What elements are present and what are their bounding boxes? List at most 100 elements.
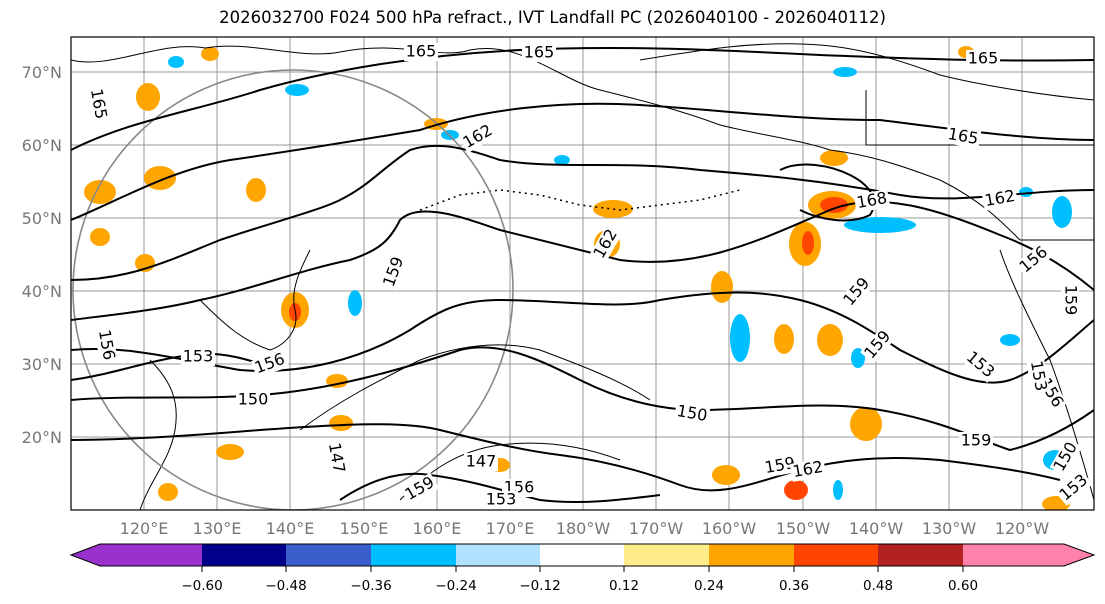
shade-patch [144, 166, 176, 190]
colorbar-segment [709, 544, 794, 566]
lon-label: 120°E [120, 519, 169, 538]
lon-label: 130°E [193, 519, 242, 538]
shade-patch [329, 415, 353, 431]
contour-label-background [673, 402, 711, 426]
contour-line [299, 344, 651, 431]
coastline [199, 249, 311, 351]
contour-label-background [860, 326, 896, 364]
contour-label-background [1061, 283, 1079, 317]
shade-patch [784, 480, 808, 500]
lat-label: 40°N [22, 282, 62, 301]
shade-patch [90, 228, 110, 246]
contour-line [339, 472, 661, 504]
contour-label-background [789, 458, 827, 482]
shade-patch [820, 197, 848, 213]
contour-label-background [458, 120, 498, 154]
shade-patch [348, 290, 362, 316]
lat-label: 30°N [22, 355, 62, 374]
shade-patch [1019, 187, 1033, 197]
contour-label-background [1055, 470, 1093, 506]
contour-labels: 165 165 1651651651621621681621591591591561… [86, 42, 1093, 509]
contour-line [71, 200, 1094, 321]
contour-label-background [853, 189, 891, 213]
contour-label-background [522, 44, 556, 62]
colorbar-tick-label: −0.60 [181, 578, 222, 594]
shade-patch [285, 84, 309, 96]
contour-line [71, 423, 1061, 492]
colorbar: −0.60 −0.48 −0.36 −0.24 −0.12 0.12 0.24 0.36 0.4… [69, 543, 1096, 594]
shade-patch [711, 271, 733, 303]
colorbar-segment [202, 544, 286, 566]
lon-label: 150°W [776, 519, 831, 538]
colorbar-tick-label: 0.48 [863, 578, 893, 594]
shade-patch [712, 465, 740, 485]
contour-label-background [1049, 437, 1083, 477]
shade-patch [593, 200, 633, 218]
shade-patch [136, 83, 160, 111]
colorbar-tick-label: 0.60 [948, 578, 978, 594]
contour-label-background [324, 439, 348, 477]
lon-label: 160°E [413, 519, 462, 538]
contour-label: 153 [183, 347, 214, 366]
contour-label-background [181, 348, 215, 366]
contour-label-background [1015, 242, 1053, 278]
contour-label: 159 [961, 431, 992, 450]
shade-patch [844, 217, 916, 233]
shade-patch [158, 483, 178, 501]
colorbar-extend-low [71, 544, 100, 566]
map-frame [70, 36, 1095, 511]
colorbar-tick-label: 0.24 [694, 578, 724, 594]
shade-patch [820, 150, 848, 166]
colorbar-outline [69, 543, 1096, 567]
colorbar-tick-label: −0.12 [519, 578, 560, 594]
coastline [71, 45, 1021, 241]
colorbar-segment [286, 544, 371, 566]
colorbar-segment [624, 544, 709, 566]
colorbar-segment [371, 544, 456, 566]
shade-patch [201, 47, 219, 61]
colorbar-segment [878, 544, 963, 566]
contour-label-background [981, 187, 1019, 211]
coastline [639, 43, 1094, 101]
border-line [865, 90, 1094, 146]
longitude-labels: 120°E 130°E 140°E 150°E 160°E 170°E 180°W 170°W… [120, 519, 1050, 538]
lon-label: 180°W [556, 519, 611, 538]
contour-label: 159 [1062, 285, 1081, 316]
shade-patch [774, 324, 794, 354]
shade-patch [554, 155, 570, 165]
shade-patch [246, 178, 266, 202]
lat-label: 70°N [22, 63, 62, 82]
contour-label-background [761, 454, 799, 478]
colorbar-tick-label: −0.24 [435, 578, 476, 594]
colorbar-tick-label: −0.36 [350, 578, 391, 594]
shade-patch [1052, 196, 1072, 228]
contour-label-background [400, 472, 440, 506]
contour-label-background [404, 43, 438, 61]
lon-label: 150°E [340, 519, 389, 538]
shade-patch [730, 314, 750, 362]
lon-label: 160°W [702, 519, 757, 538]
colorbar-tick-label: −0.48 [265, 578, 306, 594]
colorbar-segment [963, 544, 1064, 566]
contour-label: 150 [238, 390, 269, 409]
range-circle [72, 69, 514, 510]
contour-label-background [86, 85, 110, 123]
contour-label-background [589, 224, 623, 264]
lon-label: 120°W [995, 519, 1050, 538]
contour-label: 165 [406, 42, 437, 61]
coastline [139, 359, 177, 510]
contour-label: 165 [524, 43, 555, 62]
lon-label: 140°E [266, 519, 315, 538]
colorbar-tick-label: 0.36 [779, 578, 809, 594]
shade-patch [84, 180, 116, 204]
contour-label-background [959, 432, 993, 450]
contour-label-background [250, 349, 290, 379]
colorbar-segment [794, 544, 878, 566]
lon-label: 140°W [849, 519, 904, 538]
contour-label-background [839, 273, 875, 311]
coastlines [71, 43, 1094, 510]
contour-label-background [484, 491, 518, 509]
shade-patch [802, 231, 814, 255]
lon-label: 170°W [629, 519, 684, 538]
